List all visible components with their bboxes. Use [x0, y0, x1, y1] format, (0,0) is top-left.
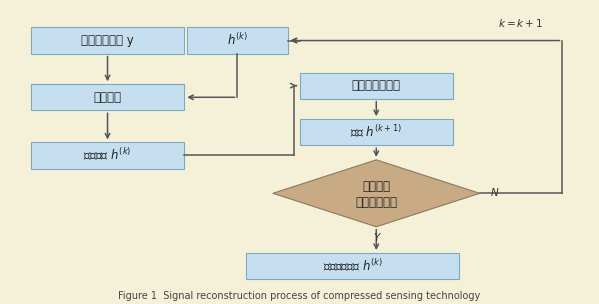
Text: N: N	[491, 188, 498, 198]
FancyBboxPatch shape	[187, 27, 288, 54]
Text: $h^{(k)}$: $h^{(k)}$	[227, 33, 248, 49]
Text: 信号 $h^{(k+1)}$: 信号 $h^{(k+1)}$	[350, 124, 403, 140]
Text: 是否满足: 是否满足	[362, 180, 391, 192]
Text: 最终目标信号 $h^{(k)}$: 最终目标信号 $h^{(k)}$	[322, 258, 383, 274]
Text: Y: Y	[373, 233, 380, 244]
Text: 目标信号 $h^{(k)}$: 目标信号 $h^{(k)}$	[83, 147, 132, 164]
Text: Figure 1  Signal reconstruction process of compressed sensing technology: Figure 1 Signal reconstruction process o…	[119, 291, 480, 301]
Text: $k=k+1$: $k=k+1$	[498, 17, 543, 29]
FancyBboxPatch shape	[31, 27, 184, 54]
FancyBboxPatch shape	[246, 253, 459, 279]
FancyBboxPatch shape	[300, 73, 453, 99]
Text: 目标函数最优化: 目标函数最优化	[352, 79, 401, 92]
Text: 获得观测数据 y: 获得观测数据 y	[81, 34, 134, 47]
Polygon shape	[273, 160, 480, 227]
FancyBboxPatch shape	[31, 142, 184, 169]
FancyBboxPatch shape	[31, 84, 184, 110]
Text: 停止迭代条件: 停止迭代条件	[355, 195, 397, 209]
FancyBboxPatch shape	[300, 119, 453, 145]
Text: 迭代重建: 迭代重建	[93, 91, 122, 104]
